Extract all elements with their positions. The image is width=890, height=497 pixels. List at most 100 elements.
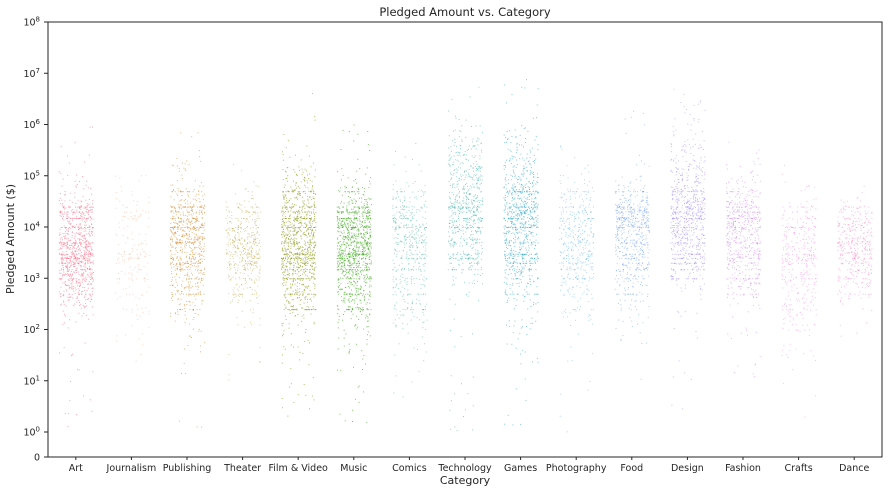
data-point: [202, 273, 204, 275]
data-point: [393, 237, 395, 239]
data-point: [203, 229, 205, 231]
data-point: [282, 218, 284, 219]
data-point: [304, 233, 306, 235]
data-point: [347, 209, 348, 211]
data-point: [310, 239, 311, 241]
data-point: [179, 269, 181, 271]
data-point: [345, 225, 347, 227]
data-point: [74, 256, 76, 258]
data-point: [116, 340, 118, 342]
data-point: [359, 289, 361, 290]
data-point: [71, 225, 73, 227]
data-point: [196, 216, 198, 218]
data-point: [121, 191, 123, 193]
data-point: [353, 206, 355, 208]
data-point: [80, 269, 82, 271]
data-point: [306, 269, 308, 271]
data-point: [340, 250, 342, 252]
data-point: [346, 205, 348, 207]
data-point: [290, 283, 291, 285]
data-point: [310, 166, 312, 168]
data-point: [301, 246, 303, 248]
data-point: [396, 206, 398, 208]
data-point: [311, 211, 312, 213]
data-point: [361, 197, 363, 199]
data-point: [237, 246, 239, 248]
data-point: [357, 265, 359, 267]
data-point: [368, 286, 370, 288]
data-point: [358, 241, 360, 243]
data-point: [306, 257, 308, 259]
data-point: [247, 242, 249, 244]
data-point: [357, 272, 359, 274]
data-point: [345, 218, 347, 219]
data-point: [292, 309, 294, 311]
data-point: [286, 234, 288, 236]
data-point: [368, 253, 370, 255]
data-point: [354, 294, 356, 296]
data-point: [365, 173, 367, 175]
data-point: [405, 257, 407, 259]
data-point: [84, 269, 86, 271]
data-point: [248, 211, 250, 213]
data-point: [281, 262, 283, 264]
data-point: [189, 221, 191, 223]
data-point: [229, 221, 230, 223]
data-point: [185, 240, 187, 242]
data-point: [313, 191, 315, 193]
data-point: [191, 227, 193, 229]
data-point: [362, 307, 364, 309]
data-point: [251, 324, 253, 326]
data-point: [71, 355, 72, 357]
data-point: [402, 277, 404, 278]
data-point: [346, 228, 348, 230]
data-point: [395, 250, 396, 251]
data-point: [346, 218, 348, 219]
data-point: [424, 205, 425, 207]
data-point: [144, 251, 146, 253]
data-point: [299, 299, 301, 301]
data-point: [423, 321, 425, 323]
data-point: [358, 206, 360, 208]
data-point: [84, 237, 86, 239]
data-point: [257, 206, 259, 208]
data-point: [62, 269, 64, 271]
data-point: [356, 182, 358, 184]
data-point: [123, 251, 125, 253]
data-point: [75, 321, 77, 323]
data-point: [84, 224, 86, 226]
data-point: [81, 216, 83, 218]
data-point: [409, 215, 411, 217]
data-point: [282, 159, 284, 161]
data-point: [129, 258, 131, 260]
data-point: [83, 217, 85, 219]
data-point: [179, 303, 181, 305]
data-point: [130, 233, 132, 235]
data-point: [251, 195, 253, 197]
data-point: [234, 237, 236, 239]
data-point: [346, 271, 348, 273]
data-point: [192, 293, 194, 295]
data-point: [148, 201, 150, 203]
data-point: [228, 261, 230, 263]
data-point: [85, 184, 87, 186]
data-point: [307, 206, 309, 208]
data-point: [400, 269, 402, 271]
data-point: [350, 220, 352, 221]
data-point: [288, 200, 290, 202]
data-point: [288, 273, 290, 275]
data-point: [195, 286, 197, 288]
data-point: [341, 257, 343, 259]
data-point: [297, 256, 299, 258]
data-point: [337, 348, 339, 350]
data-point: [355, 273, 357, 275]
data-point: [144, 255, 146, 257]
data-point: [410, 309, 412, 311]
data-point: [85, 230, 87, 232]
data-point: [230, 251, 232, 253]
data-point: [281, 234, 283, 236]
data-point: [251, 270, 253, 272]
data-point: [364, 275, 366, 277]
data-point: [67, 327, 69, 329]
data-point: [340, 149, 342, 150]
